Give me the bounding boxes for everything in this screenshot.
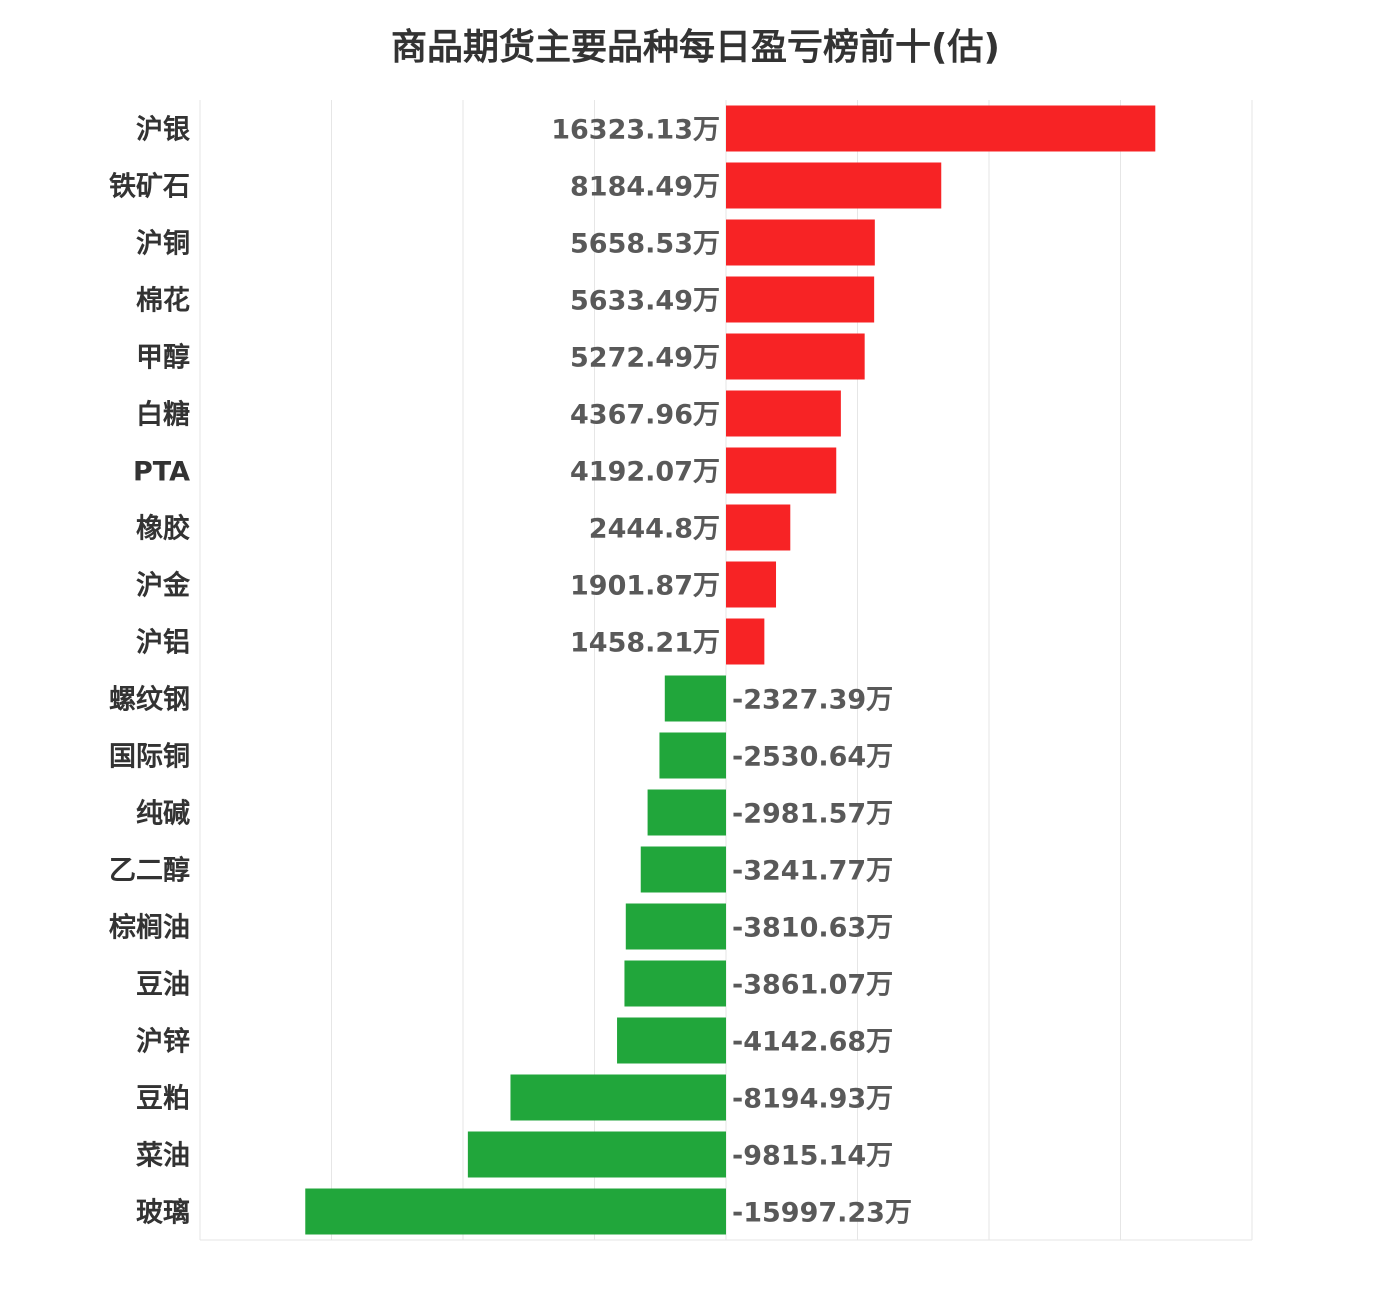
value-label: 4367.96万 [570, 400, 720, 431]
bar-8 [726, 504, 791, 551]
value-label: 5272.49万 [570, 343, 720, 374]
value-label: -2327.39万 [732, 685, 893, 716]
category-label: 乙二醇 [109, 855, 190, 887]
bar-19 [467, 1131, 726, 1178]
category-label: 铁矿石 [109, 171, 190, 203]
bar-18 [510, 1074, 726, 1121]
value-label: -2981.57万 [732, 799, 893, 830]
bar-1 [726, 105, 1156, 152]
bar-6 [726, 390, 841, 437]
bar-14 [640, 846, 726, 893]
category-label: 橡胶 [136, 513, 190, 545]
value-label: 4192.07万 [570, 457, 720, 488]
bar-11 [664, 675, 726, 722]
value-label: 5658.53万 [570, 229, 720, 260]
category-label: 白糖 [136, 399, 190, 431]
category-label: 豆油 [136, 970, 190, 1001]
chart-title: 商品期货主要品种每日盈亏榜前十(估) [391, 27, 1000, 68]
bar-15 [625, 903, 726, 950]
value-label: -3241.77万 [732, 856, 893, 887]
bar-9 [726, 561, 777, 608]
value-label: -2530.64万 [732, 742, 893, 773]
category-label: 菜油 [135, 1141, 190, 1172]
value-label: -8194.93万 [732, 1084, 893, 1115]
category-label: 螺纹钢 [109, 685, 190, 716]
value-label: 16323.13万 [551, 115, 720, 146]
bar-7 [726, 447, 837, 494]
bar-13 [647, 789, 726, 836]
value-label: 2444.8万 [589, 514, 720, 545]
value-label: -3810.63万 [732, 913, 893, 944]
bar-20 [305, 1188, 726, 1235]
bar-16 [624, 960, 726, 1007]
bar-2 [726, 162, 942, 209]
category-label: 玻璃 [136, 1198, 190, 1229]
category-label: 国际铜 [109, 742, 190, 773]
value-label: -9815.14万 [732, 1141, 893, 1172]
category-label: 沪银 [136, 115, 190, 146]
category-label: 豆粕 [136, 1084, 190, 1115]
category-label: 甲醇 [136, 342, 190, 374]
value-label: -4142.68万 [732, 1027, 893, 1058]
value-label: 8184.49万 [570, 172, 720, 203]
category-label: 纯碱 [136, 798, 190, 830]
bar-12 [659, 732, 726, 779]
category-label: 沪铝 [136, 628, 190, 659]
bar-4 [726, 276, 875, 323]
value-label: 1458.21万 [570, 628, 720, 659]
bar-3 [726, 219, 875, 266]
bar-10 [726, 618, 765, 665]
value-label: -15997.23万 [732, 1198, 912, 1229]
category-label: 沪金 [136, 570, 191, 602]
category-label: PTA [133, 457, 190, 488]
value-label: -3861.07万 [732, 970, 893, 1001]
category-label: 棕榈油 [109, 913, 190, 944]
category-label: 沪锌 [136, 1027, 190, 1058]
category-label: 棉花 [136, 286, 190, 317]
category-label: 沪铜 [136, 229, 190, 260]
value-label: 5633.49万 [570, 286, 720, 317]
bar-17 [617, 1017, 726, 1064]
bar-5 [726, 333, 865, 380]
value-label: 1901.87万 [570, 571, 720, 602]
